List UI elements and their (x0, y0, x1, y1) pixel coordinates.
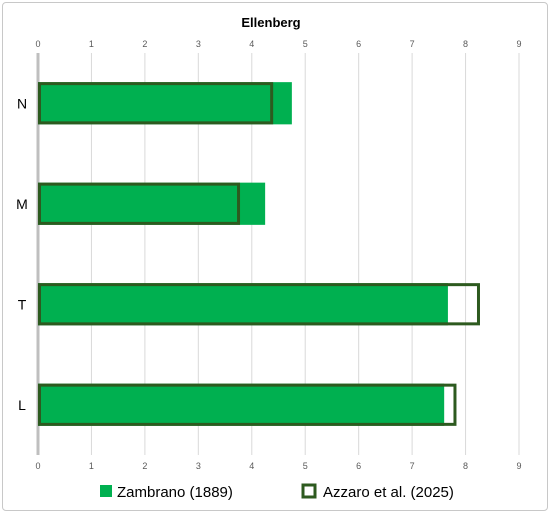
legend-swatch-azzaro (301, 483, 317, 499)
tick-bottom-3: 3 (196, 461, 201, 471)
tick-bottom-8: 8 (463, 461, 468, 471)
tick-top-1: 1 (89, 39, 94, 49)
tick-top-9: 9 (516, 39, 521, 49)
tick-top-4: 4 (249, 39, 254, 49)
legend-swatch-zambrano (100, 485, 112, 497)
bar-zambrano-N (38, 82, 292, 125)
bar-azzaro-L (38, 383, 457, 426)
tick-bottom-9: 9 (516, 461, 521, 471)
bar-chart: Ellenberg 0 0 1 1 2 2 3 3 4 4 5 5 6 6 7 7 8 8 9 9 N M T L Zamb… (16, 15, 521, 501)
tick-bottom-1: 1 (89, 461, 94, 471)
bars (38, 82, 480, 426)
legend-label-azzaro: Azzaro et al. (2025) (323, 484, 454, 501)
tick-top-3: 3 (196, 39, 201, 49)
bar-zambrano-L (38, 383, 445, 426)
tick-top-6: 6 (356, 39, 361, 49)
bar-azzaro-N (38, 82, 274, 125)
category-label-L: L (18, 397, 26, 413)
category-label-T: T (18, 296, 27, 312)
category-label-M: M (16, 196, 28, 212)
bar-zambrano-M (38, 182, 266, 225)
legend-label-zambrano: Zambrano (1889) (117, 484, 233, 501)
tick-top-2: 2 (142, 39, 147, 49)
axis-ticks: 0 0 1 1 2 2 3 3 4 4 5 5 6 6 7 7 8 8 9 9 (35, 39, 521, 471)
bar-azzaro-T (38, 283, 480, 326)
tick-bottom-0: 0 (35, 461, 40, 471)
tick-bottom-2: 2 (142, 461, 147, 471)
category-labels: N M T L (16, 95, 28, 413)
tick-bottom-6: 6 (356, 461, 361, 471)
tick-top-8: 8 (463, 39, 468, 49)
tick-top-0: 0 (35, 39, 40, 49)
legend: Zambrano (1889) Azzaro et al. (2025) (100, 483, 454, 501)
tick-top-7: 7 (410, 39, 415, 49)
category-label-N: N (17, 95, 27, 111)
tick-bottom-4: 4 (249, 461, 254, 471)
bar-zambrano-T (38, 283, 448, 326)
tick-bottom-5: 5 (303, 461, 308, 471)
tick-top-5: 5 (303, 39, 308, 49)
bar-azzaro-M (38, 182, 241, 225)
chart-title: Ellenberg (241, 15, 300, 30)
tick-bottom-7: 7 (410, 461, 415, 471)
